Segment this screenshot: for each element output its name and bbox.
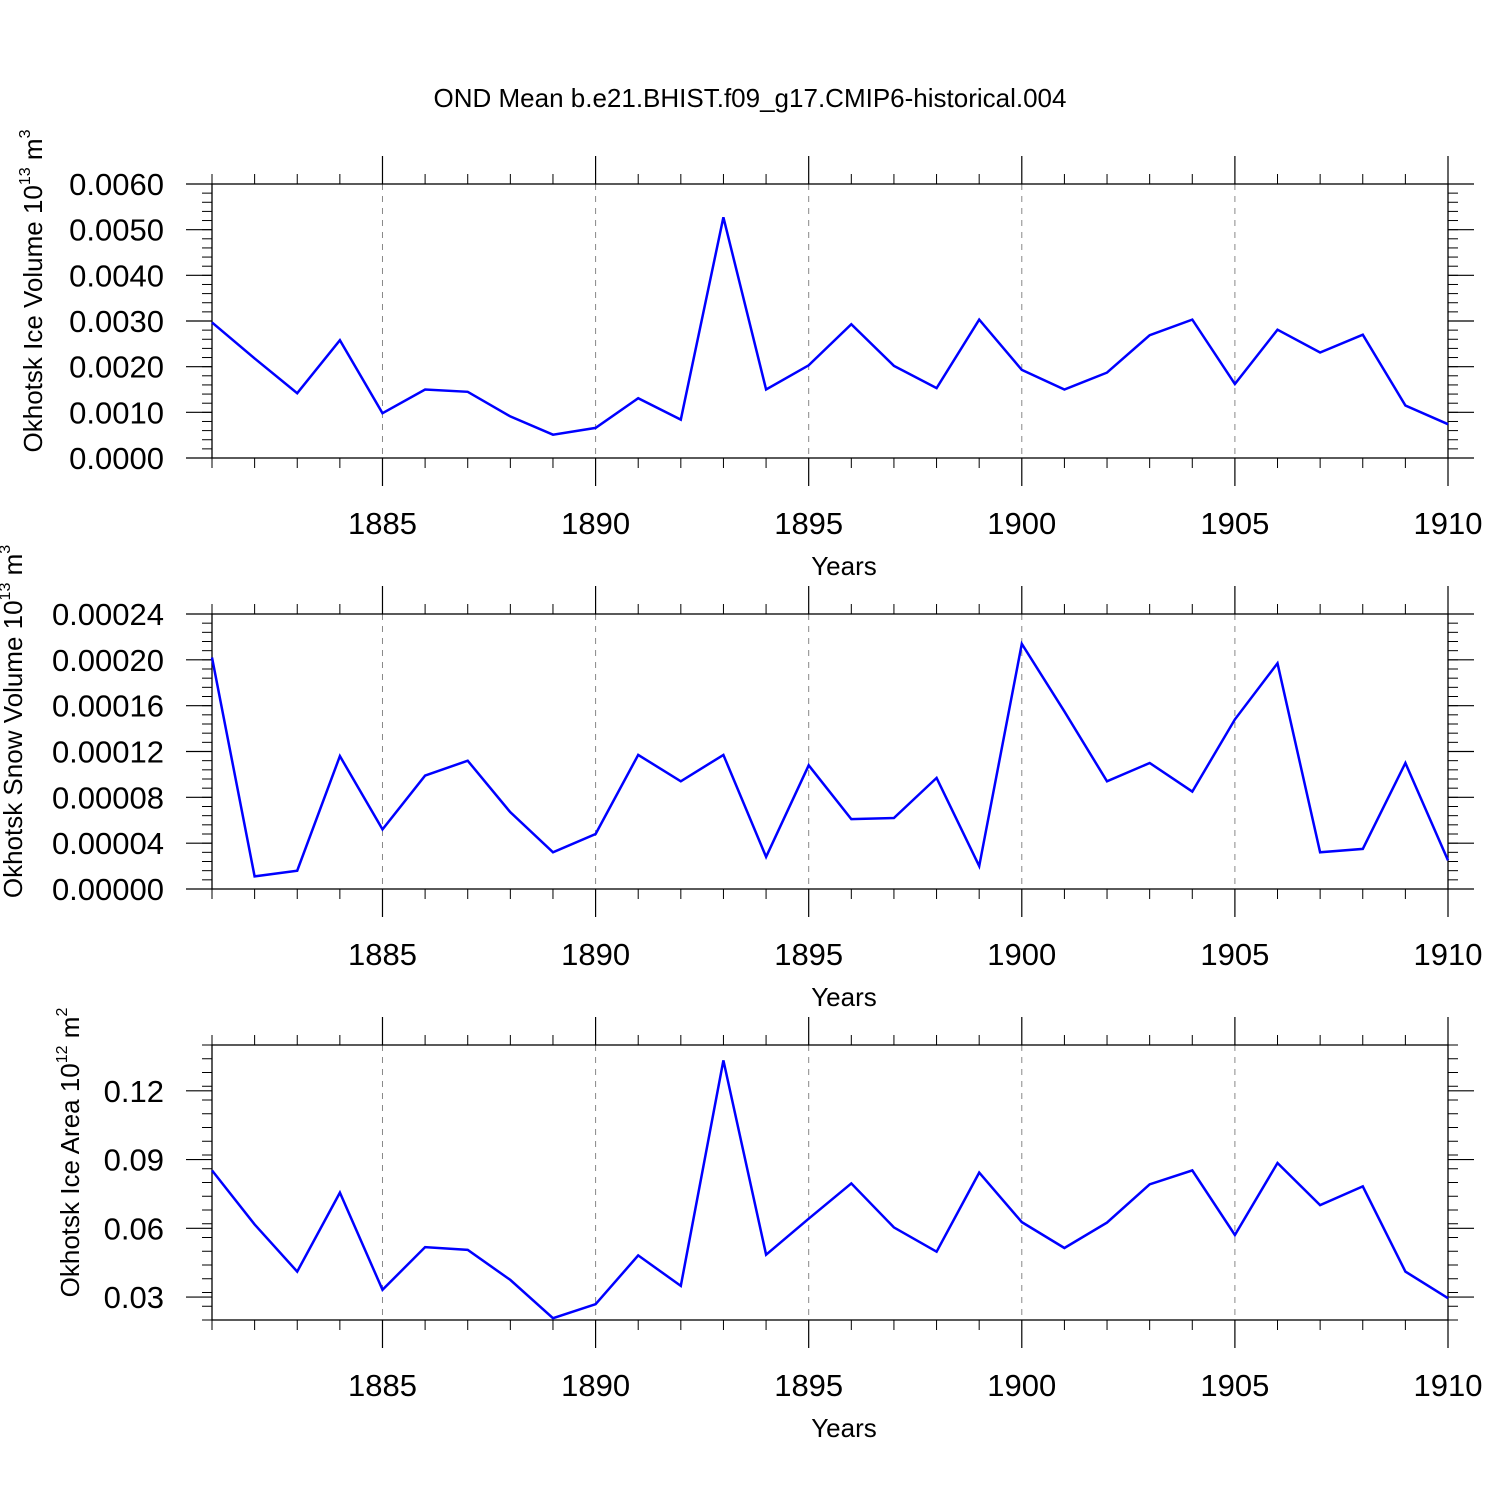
y-axis-unit-symbol-exponent: 3 [0,545,14,554]
y-tick-label: 0.09 [104,1143,164,1178]
y-axis-unit-exponent: 12 [54,1045,71,1063]
x-tick-label: 1905 [1200,506,1269,541]
x-tick-label: 1890 [561,937,630,972]
panel-3: 1885 1890 1895 1900 1905 1910 0.03 0.06 0.09 0.12… [54,1008,1482,1443]
y-axis-unit-symbol-exponent: 3 [17,129,34,138]
x-tick-label: 1905 [1200,1368,1269,1403]
x-tick-label: 1890 [561,506,630,541]
x-tick-label: 1885 [348,937,417,972]
y-tick-label: 0.00000 [52,872,164,907]
x-tick-label: 1900 [987,1368,1056,1403]
y-tick-label: 0.00024 [52,597,164,632]
y-axis-label: Okhotsk Ice Volume 1013 m3 [17,129,48,452]
series-line [211,216,1449,436]
x-tick-label: 1900 [987,937,1056,972]
series-line [210,640,1450,878]
y-tick-label: 0.00020 [52,643,164,678]
x-tick-label: 1885 [348,506,417,541]
y-tick-label: 0.0010 [69,395,164,430]
y-tick-label: 0.0050 [69,213,164,248]
y-axis-unit-exponent: 13 [17,167,34,185]
panels: 1885 1890 1895 1900 1905 1910 0.0000 0.0010 0.00… [0,129,1482,1443]
x-tick-label: 1895 [774,937,843,972]
y-axis-label: Okhotsk Snow Volume 1013 m3 [0,545,28,898]
x-tick-label: 1895 [774,1368,843,1403]
y-axis-unit-symbol: m [0,554,28,583]
x-tick-label: 1900 [987,506,1056,541]
y-tick-label: 0.0020 [69,350,164,385]
y-tick-label: 0.06 [104,1211,164,1246]
y-tick-label: 0.12 [104,1074,164,1109]
series-line [211,1060,1449,1320]
x-tick-label: 1890 [561,1368,630,1403]
y-tick-label: 0.03 [104,1280,164,1315]
y-axis-label: Okhotsk Ice Area 1012 m2 [54,1008,85,1298]
y-axis-label-text: Okhotsk Ice Area 10 [55,1063,85,1297]
x-tick-label: 1905 [1200,937,1269,972]
y-tick-label: 0.0060 [69,167,164,202]
y-axis-unit-symbol: m [55,1017,85,1046]
plot-frame [211,183,1449,459]
y-axis-label-text: Okhotsk Snow Volume 10 [0,600,28,898]
x-tick-label: 1910 [1414,937,1483,972]
x-tick-label: 1910 [1414,1368,1483,1403]
y-tick-label: 0.00008 [52,780,164,815]
plot-frame [211,1044,1449,1321]
x-tick-label: 1885 [348,1368,417,1403]
chart-title: OND Mean b.e21.BHIST.f09_g17.CMIP6-histo… [434,83,1067,113]
plot-frame [211,613,1449,890]
panel-2: 1885 1890 1895 1900 1905 1910 0.00000 0.00004 0.… [0,545,1482,1012]
x-tick-label: 1910 [1414,506,1483,541]
y-tick-label: 0.00004 [52,826,164,861]
y-tick-label: 0.00016 [52,689,164,724]
x-axis-label: Years [811,982,877,1012]
x-axis-label: Years [811,551,877,581]
x-axis-label: Years [811,1413,877,1443]
y-tick-label: 0.0030 [69,304,164,339]
y-tick-label: 0.0040 [69,258,164,293]
y-axis-unit-symbol-exponent: 2 [54,1008,71,1017]
x-tick-label: 1895 [774,506,843,541]
y-axis-unit-exponent: 13 [0,583,14,601]
y-tick-label: 0.00012 [52,735,164,770]
panel-1: 1885 1890 1895 1900 1905 1910 0.0000 0.0010 0.00… [17,129,1482,581]
y-axis-unit-symbol: m [18,138,48,167]
y-axis-label-text: Okhotsk Ice Volume 10 [18,185,48,452]
y-tick-label: 0.0000 [69,441,164,476]
